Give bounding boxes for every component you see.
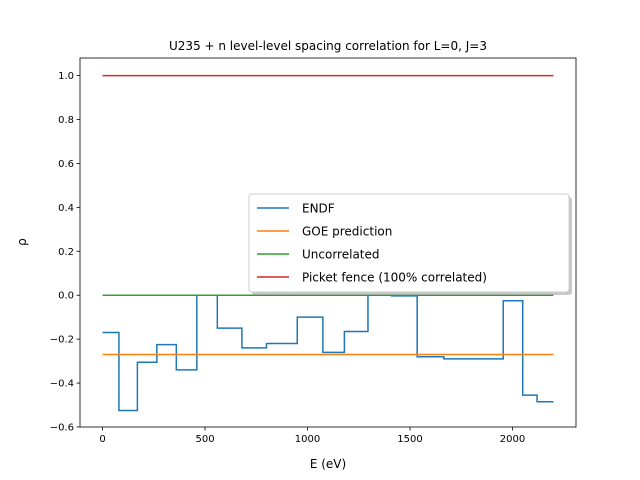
legend: ENDF GOE prediction Uncorrelated Picket fen… [248,193,572,295]
legend-label-2: Uncorrelated [302,248,380,262]
y-tick-label: −0.6 [50,423,74,434]
x-tick-label: 1500 [397,434,422,445]
y-tick-label: 0.0 [58,291,74,302]
x-tick-label: 500 [195,434,214,445]
legend-label-3: Picket fence (100% correlated) [302,271,487,285]
axes-frame [79,57,577,428]
x-tick-label: 2000 [500,434,525,445]
y-tick-label: −0.4 [50,379,74,390]
y-tick-label: −0.2 [50,335,74,346]
y-tick-label: 0.8 [58,115,74,126]
legend-box [248,193,570,293]
series-layer [102,74,554,412]
series-line-0 [102,294,554,412]
y-tick-label: 0.6 [58,159,74,170]
x-tick-label: 0 [99,434,105,445]
legend-label-1: GOE prediction [302,225,392,239]
axes-layer: 0 500 1000 1500 2000 −0.6 −0.4 −0.2 0.0 0.2 0.4 0.6… [50,57,577,445]
x-axis-label: E (eV) [310,457,346,471]
legend-label-0: ENDF [302,202,335,216]
y-tick-label: 0.2 [58,247,74,258]
y-tick-label: 1.0 [58,71,74,82]
chart-title: U235 + n level-level spacing correlation… [169,39,487,53]
y-axis-label: ρ [15,238,29,246]
x-tick-label: 1000 [295,434,320,445]
y-tick-label: 0.4 [58,203,74,214]
